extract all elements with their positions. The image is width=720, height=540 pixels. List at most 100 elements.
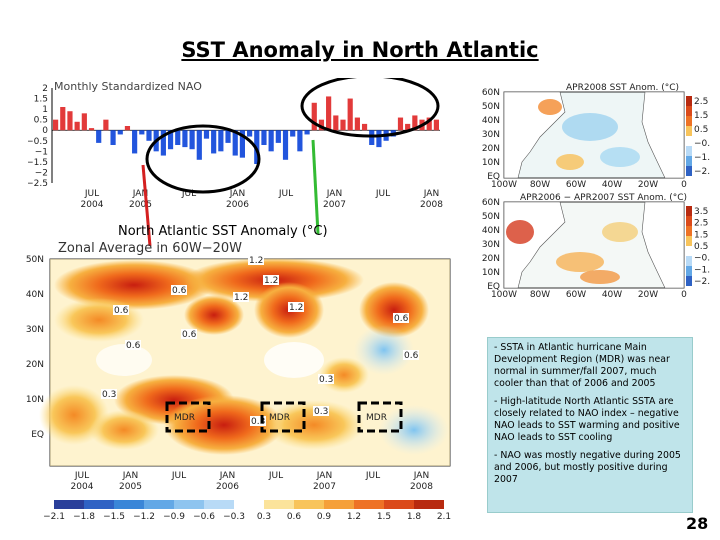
map-lat-label: 60N [482,88,500,98]
nao-bar [196,130,202,160]
nao-bar [275,130,281,143]
nao-bar [88,128,95,131]
map-lon-label: 80W [530,180,550,190]
zonal-xtick-year: 2006 [216,482,239,492]
note-mdr: - SSTA in Atlantic hurricane Main Develo… [494,342,670,389]
contour-label: 1.2 [234,293,248,303]
nao-bar [124,126,131,131]
nao-bar [369,130,375,145]
map1-title: APR2008 SST Anom. (°C) [566,83,679,93]
nao-bar [146,130,152,141]
nao-bar [239,130,245,158]
map-colorbar-swatch [686,146,692,156]
nao-bar [96,130,102,143]
nao-bar [167,130,174,150]
nao-bar [139,130,145,135]
map-apr2006-apr2007: APR2006 − APR2007 SST Anom. (°C) 60N 50N 4… [470,192,716,307]
contour-label-bg [313,406,329,416]
nao-xtick-month: JAN [326,189,342,199]
red-arrow [141,164,152,247]
contour-label-bg [233,292,249,302]
nao-bar [247,130,253,137]
nao-bar [53,119,59,131]
map-colorbar-swatch [686,106,692,116]
nao-bar [218,130,224,152]
colorbar-swatch [294,500,324,509]
notes-box: - SSTA in Atlantic hurricane Main Develo… [487,337,693,513]
nao-ytick-label: 1.5 [34,95,48,105]
map2-title: APR2006 − APR2007 SST Anom. (°C) [520,193,687,203]
map-lat-label: 60N [482,198,500,208]
colorbar-swatch [144,500,174,509]
zonal-chart-subtitle: Zonal Average in 60W−20W [58,241,242,256]
map1-colorbar: 2.5 1.5 0.5 −0.5 −1.5 −2.5 [686,96,716,177]
map-lon-label: 20W [638,290,658,300]
nao-xtick-year: 2006 [226,200,249,210]
colorbar-swatch [414,500,444,509]
colorbar-tick: 1.5 [377,512,391,520]
map-lat-label: 50N [482,102,500,112]
nao-bar [261,130,267,145]
map-colorbar-swatch [686,206,692,216]
contour-label: 0.6 [114,306,129,316]
colorbar-tick: −1.2 [133,512,155,520]
nao-xtick-year: 2005 [129,200,152,210]
colorbar-swatch [264,500,294,509]
map-colorbar-tick: 1.5 [694,230,708,240]
green-arrow [311,139,320,235]
zonal-xtick-month: JAN [316,471,332,481]
nao-bar [311,102,317,131]
nao-bar [182,130,188,148]
nao-xtick-year: 2007 [323,200,346,210]
map-colorbar-tick: −2.5 [694,277,710,287]
nao-bar [81,113,87,131]
zonal-ytick-label: 10N [26,395,44,405]
nao-bar [189,130,195,150]
nao-bar [354,117,360,131]
map-lon-label: 100W [491,290,517,300]
land-africa-europe [641,201,685,289]
map-colorbar-swatch [686,166,692,176]
map-colorbar-swatch [686,226,692,236]
map-colorbar-swatch [686,116,692,126]
contour-label-bg [250,416,266,426]
map-lat-label: 10N [482,268,500,278]
map-lon-label: 60W [566,290,586,300]
colorbar-swatch [174,500,204,509]
nao-xtick-month: JAN [229,189,245,199]
contour-label: 0.6 [126,341,141,351]
zonal-ytick-label: 50N [26,255,44,265]
map-lat-label: 30N [482,240,500,250]
colorbar-tick: −1.5 [103,512,125,520]
contour-label: 0.6 [182,330,197,340]
map-colorbar-tick: −1.5 [694,153,710,163]
colorbar-swatch [204,500,234,509]
nao-bar [326,96,332,131]
map-colorbar-swatch [686,156,692,166]
nao-bar [318,119,325,131]
contour-label-bg [318,374,334,384]
land-africa-europe [641,91,685,179]
nao-xtick-month: JUL [84,189,99,199]
colorbar-tick: 0.3 [257,512,271,520]
nao-xtick-month: JAN [132,189,148,199]
map-lat-label: 40N [482,226,500,236]
contour-label-bg [125,340,141,350]
zonal-xtick-month: JAN [413,471,429,481]
map-colorbar-swatch [686,126,692,136]
colorbar-swatch [234,500,264,509]
zonal-ytick-label: 20N [26,360,44,370]
nao-bar [110,130,116,145]
nao-bar [290,130,296,137]
zonal-xtick-month: JUL [268,471,283,481]
colorbar-tick: −0.3 [223,512,245,520]
colorbar-tick: 1.2 [347,512,361,520]
zonal-xtick-year: 2005 [119,482,142,492]
nao-bar [412,115,418,131]
map-apr2008: APR2008 SST Anom. (°C) 60N 50N 40N 30N 20N 10… [470,82,716,197]
contour-label-bg [263,275,279,285]
contour-label: 0.3 [314,407,328,417]
nao-bar [304,130,310,135]
